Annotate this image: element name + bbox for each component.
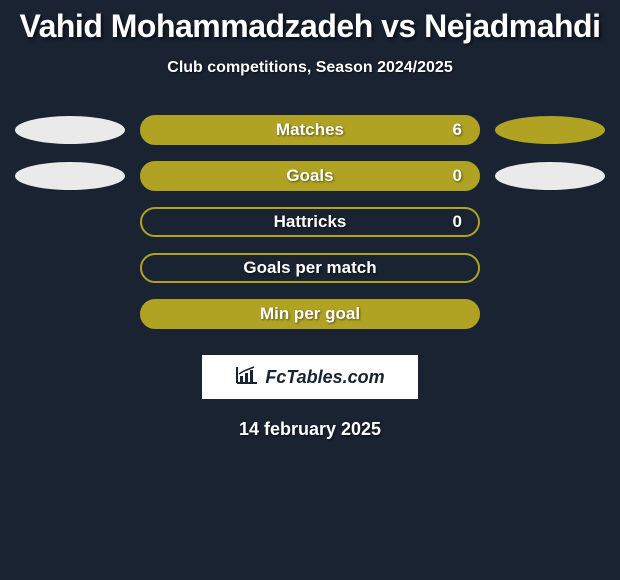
stat-row: Hattricks 0 [0,207,620,237]
right-ellipse-wrap [480,300,620,328]
left-ellipse [15,162,125,190]
logo-text: FcTables.com [265,367,384,388]
stat-value: 0 [453,212,462,232]
left-ellipse-wrap [0,162,140,190]
stat-rows: Matches 6 Goals 0 Hattrick [0,115,620,329]
stat-row: Goals 0 [0,161,620,191]
comparison-infographic: Vahid Mohammadzadeh vs Nejadmahdi Club c… [0,0,620,440]
left-ellipse-wrap [0,116,140,144]
left-ellipse [15,116,125,144]
right-ellipse-wrap [480,116,620,144]
subtitle: Club competitions, Season 2024/2025 [0,59,620,77]
stat-label: Min per goal [260,304,360,324]
page-title: Vahid Mohammadzadeh vs Nejadmahdi [0,8,620,45]
right-ellipse-wrap [480,162,620,190]
right-ellipse-wrap [480,208,620,236]
stat-row: Min per goal [0,299,620,329]
barchart-icon [235,365,259,390]
stat-bar-goals: Goals 0 [140,161,480,191]
stat-row: Matches 6 [0,115,620,145]
stat-row: Goals per match [0,253,620,283]
right-ellipse-wrap [480,254,620,282]
left-ellipse-wrap [0,208,140,236]
stat-bar-matches: Matches 6 [140,115,480,145]
stat-value: 0 [453,166,462,186]
right-ellipse [495,116,605,144]
left-ellipse-wrap [0,254,140,282]
stat-bar-hattricks: Hattricks 0 [140,207,480,237]
date: 14 february 2025 [0,419,620,440]
stat-label: Goals [286,166,333,186]
logo-box: FcTables.com [202,355,418,399]
right-ellipse [495,162,605,190]
left-ellipse-wrap [0,300,140,328]
stat-label: Goals per match [243,258,376,278]
stat-label: Hattricks [274,212,347,232]
stat-bar-min-per-goal: Min per goal [140,299,480,329]
stat-value: 6 [453,120,462,140]
stat-bar-goals-per-match: Goals per match [140,253,480,283]
stat-label: Matches [276,120,344,140]
